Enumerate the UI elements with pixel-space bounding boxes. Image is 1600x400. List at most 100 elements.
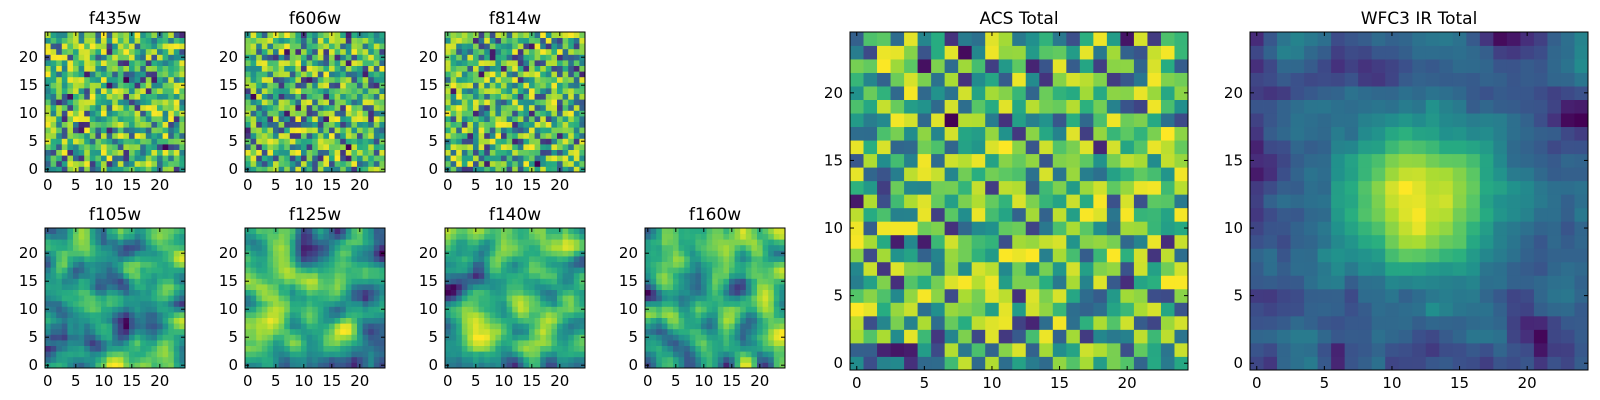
heatmap-cell: [284, 323, 291, 330]
heatmap-cell: [740, 289, 747, 296]
heatmap-cell: [379, 93, 386, 100]
heatmap-cell: [890, 234, 905, 249]
heatmap-cell: [557, 99, 563, 106]
heatmap-cell: [701, 295, 707, 302]
heatmap-cell: [312, 334, 319, 341]
heatmap-cell: [1025, 315, 1040, 330]
heatmap-cell: [351, 334, 358, 341]
heatmap-cell: [334, 32, 341, 38]
heatmap-cell: [329, 295, 335, 302]
heatmap-cell: [295, 138, 302, 145]
heatmap-cell: [904, 342, 918, 357]
heatmap-cell: [45, 121, 51, 128]
heatmap-cell: [545, 334, 552, 341]
heatmap-cell: [312, 37, 319, 44]
heatmap-cell: [329, 93, 335, 100]
heatmap-cell: [95, 37, 102, 44]
heatmap-cell: [484, 278, 491, 285]
heatmap-cell: [501, 76, 507, 83]
heatmap-cell: [357, 278, 363, 285]
heatmap-cell: [151, 160, 158, 167]
heatmap-cell: [134, 43, 141, 50]
heatmap-cell: [278, 116, 285, 122]
heatmap-cell: [545, 65, 552, 72]
heatmap-cell: [357, 306, 363, 313]
heatmap-cell: [712, 328, 719, 335]
heatmap-cell: [540, 261, 547, 268]
heatmap-cell: [517, 127, 524, 134]
heatmap-cell: [351, 351, 358, 358]
heatmap-cell: [89, 104, 96, 111]
heatmap-cell: [157, 284, 163, 290]
heatmap-cell: [568, 93, 575, 100]
heatmap-cell: [173, 71, 180, 78]
heatmap-cell: [256, 323, 263, 330]
heatmap-cell: [450, 284, 457, 290]
heatmap-cell: [284, 43, 291, 50]
heatmap-cell: [512, 340, 519, 346]
heatmap-cell: [289, 160, 296, 167]
heatmap-cell: [1079, 234, 1094, 249]
heatmap-cell: [650, 267, 657, 274]
heatmap-cell: [84, 233, 91, 240]
heatmap-cell: [917, 167, 932, 182]
heatmap-cell: [179, 48, 186, 55]
heatmap-cell: [84, 278, 91, 285]
heatmap-cell: [323, 340, 330, 346]
heatmap-cell: [334, 351, 341, 358]
heatmap-cell: [129, 351, 135, 358]
heatmap-cell: [323, 116, 330, 122]
heatmap-cell: [478, 121, 485, 128]
heatmap-cell: [173, 244, 180, 251]
heatmap-cell: [151, 328, 158, 335]
heatmap-cell: [345, 362, 352, 369]
heatmap-cell: [323, 295, 330, 302]
heatmap-cell: [278, 121, 285, 128]
heatmap-cell: [501, 60, 507, 66]
heatmap-cell: [56, 289, 63, 296]
heatmap-cell: [701, 278, 707, 285]
heatmap-cell: [134, 155, 141, 162]
heatmap-cell: [145, 76, 152, 83]
heatmap-cell: [850, 342, 864, 357]
heatmap-cell: [484, 244, 491, 251]
heatmap-cell: [306, 93, 313, 100]
heatmap-cell: [495, 60, 502, 66]
heatmap-cell: [695, 317, 702, 324]
heatmap-cell: [95, 362, 102, 369]
heatmap-cell: [157, 340, 163, 346]
heatmap-cell: [478, 284, 485, 290]
heatmap-cell: [478, 267, 485, 274]
heatmap-cell: [151, 76, 158, 83]
heatmap-cell: [573, 261, 580, 268]
heatmap-cell: [73, 116, 79, 122]
heatmap-cell: [61, 138, 68, 145]
heatmap-cell: [650, 351, 657, 358]
heatmap-cell: [495, 104, 502, 111]
heatmap-cell: [250, 284, 257, 290]
heatmap-cell: [84, 132, 91, 139]
heatmap-cell: [562, 256, 569, 262]
heatmap-cell: [117, 88, 124, 94]
heatmap-cell: [768, 284, 775, 290]
heatmap-cell: [140, 76, 147, 83]
heatmap-cell: [145, 323, 152, 330]
heatmap-cell: [168, 37, 175, 44]
heatmap-cell: [445, 284, 451, 290]
heatmap-cell: [145, 362, 152, 369]
heatmap-cell: [523, 340, 530, 346]
heatmap-cell: [904, 167, 918, 182]
heatmap-cell: [773, 267, 780, 274]
heatmap-cell: [106, 284, 113, 290]
heatmap-cell: [517, 48, 524, 55]
heatmap-cell: [295, 340, 302, 346]
heatmap-cell: [329, 323, 335, 330]
y-tick-label: 20: [219, 244, 238, 262]
heatmap-cell: [278, 328, 285, 335]
heatmap-cell: [456, 132, 463, 139]
heatmap-cell: [529, 267, 535, 274]
heatmap-cell: [877, 153, 891, 168]
heatmap-cell: [540, 328, 547, 335]
panel-title: f160w: [689, 205, 741, 225]
heatmap-cell: [985, 194, 1000, 209]
